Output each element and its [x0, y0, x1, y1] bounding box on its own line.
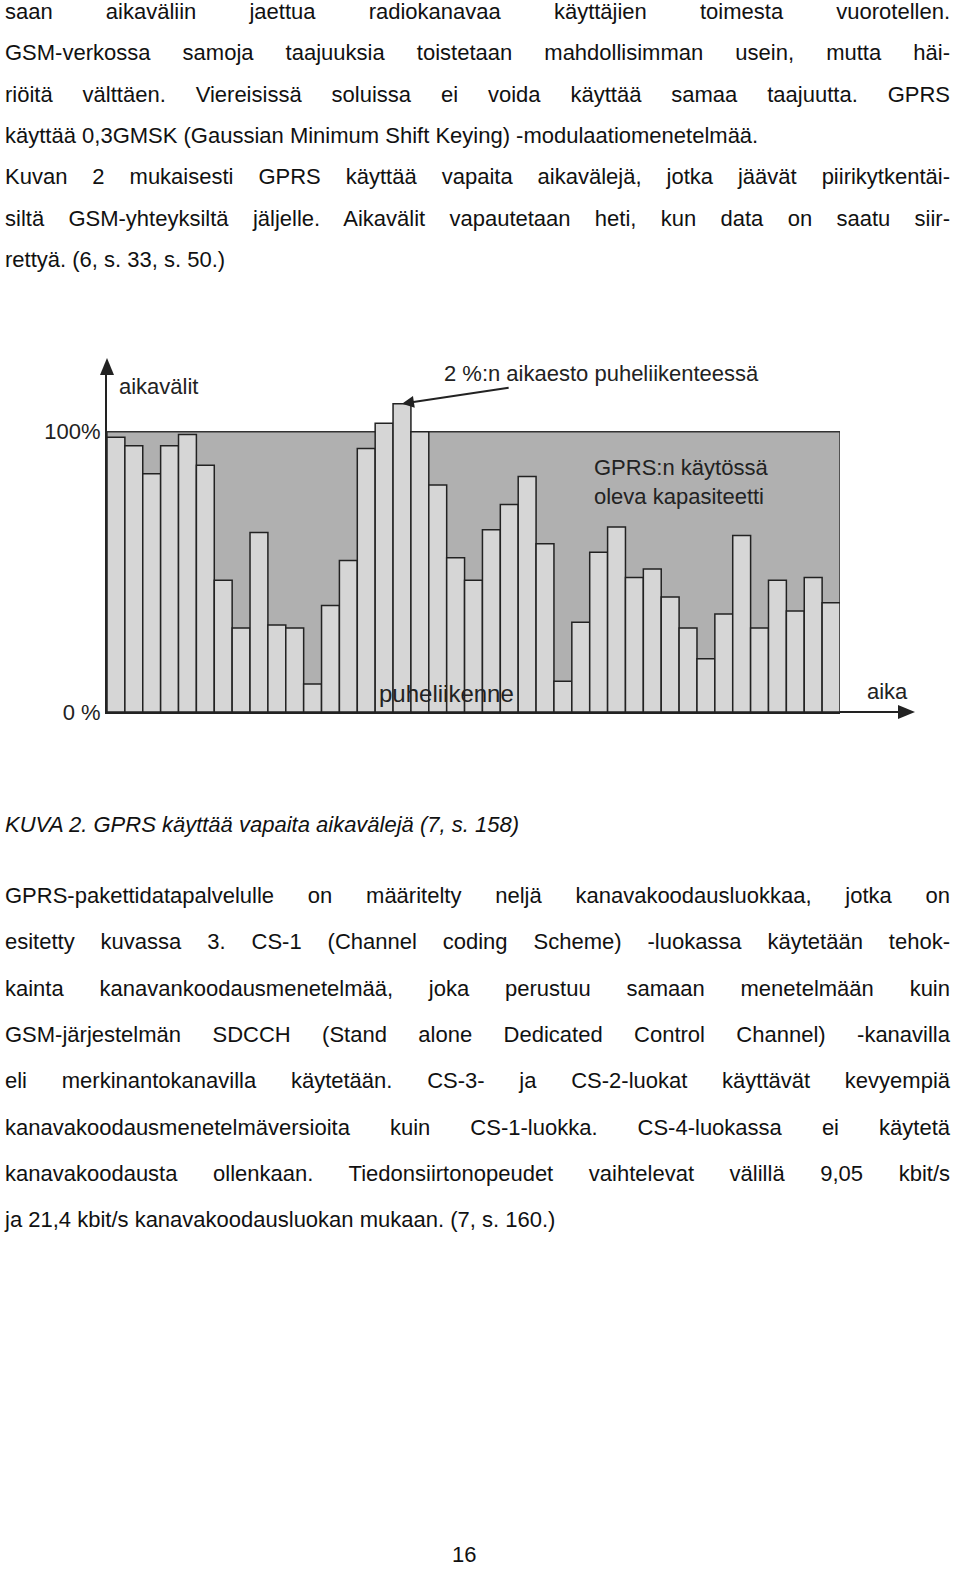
html-text:käyttää 0,3GMSK (Gaussian Mini: käyttää 0,3GMSK (Gaussian Minimum Shift …: [5, 122, 759, 148]
html-text:GSM-järjestelmän SDCCH (Stand: GSM-järjestelmän SDCCH (Stand alone Dedi…: [5, 1021, 950, 1047]
svg-text:100%: 100%: [44, 419, 100, 444]
html-text:ja 21,4 kbit/s kanavakoodauslu: ja 21,4 kbit/s kanavakoodausluokan mukaa…: [5, 1207, 556, 1233]
html-text:riöitä välttäen. Viereisissä s: riöitä välttäen. Viereisissä soluissa ei…: [5, 81, 950, 107]
html-text:kanavakoodausmenetelmäversioit: kanavakoodausmenetelmäversioita kuin CS-…: [5, 1114, 950, 1140]
svg-text:2 %:n aikaesto puheliikenteess: 2 %:n aikaesto puheliikenteessä: [444, 361, 759, 386]
svg-text:0 %: 0 %: [63, 700, 101, 725]
html-text:GPRS-pakettidatapalvelulle on: GPRS-pakettidatapalvelulle on määritelty…: [5, 883, 950, 908]
html-text:GSM-verkossa samoja taajuuksia: GSM-verkossa samoja taajuuksia toistetaa…: [5, 40, 950, 66]
svg-text:aikavälit: aikavälit: [119, 374, 198, 399]
svg-text:aika: aika: [867, 679, 908, 704]
html-text:eli merkinantokanavilla käytet: eli merkinantokanavilla käytetään. CS-3-…: [5, 1068, 950, 1094]
html-text:esitetty kuvassa 3. CS-1 (Chan: esitetty kuvassa 3. CS-1 (Channel coding…: [5, 929, 950, 955]
html-text:kanavakoodausta ollenkaan. Tie: kanavakoodausta ollenkaan. Tiedonsiirton…: [5, 1160, 950, 1186]
svg-text:GPRS:n käytössäoleva kapasitee: GPRS:n käytössäoleva kapasiteetti: [594, 455, 768, 509]
html-text:KUVA 2. GPRS käyttää vapaita a: KUVA 2. GPRS käyttää vapaita aikavälejä …: [5, 812, 519, 837]
html-text:saan aikaväliin jaettua radiok: saan aikaväliin jaettua radiokanavaa käy…: [5, 0, 950, 24]
svg-text:puheliikenne: puheliikenne: [379, 680, 514, 707]
html-text:siltä GSM-yhteyksiltä jäljelle: siltä GSM-yhteyksiltä jäljelle. Aikaväli…: [5, 205, 950, 231]
html-text:kainta kanavankoodausmenetelmä: kainta kanavankoodausmenetelmää, joka pe…: [5, 975, 950, 1001]
html-text:Kuvan 2 mukaisesti GPRS käyttä: Kuvan 2 mukaisesti GPRS käyttää vapaita …: [5, 164, 950, 190]
html-text:16: 16: [452, 1542, 477, 1567]
html-text:rettyä. (6, s. 33, s. 50.): rettyä. (6, s. 33, s. 50.): [5, 246, 226, 272]
